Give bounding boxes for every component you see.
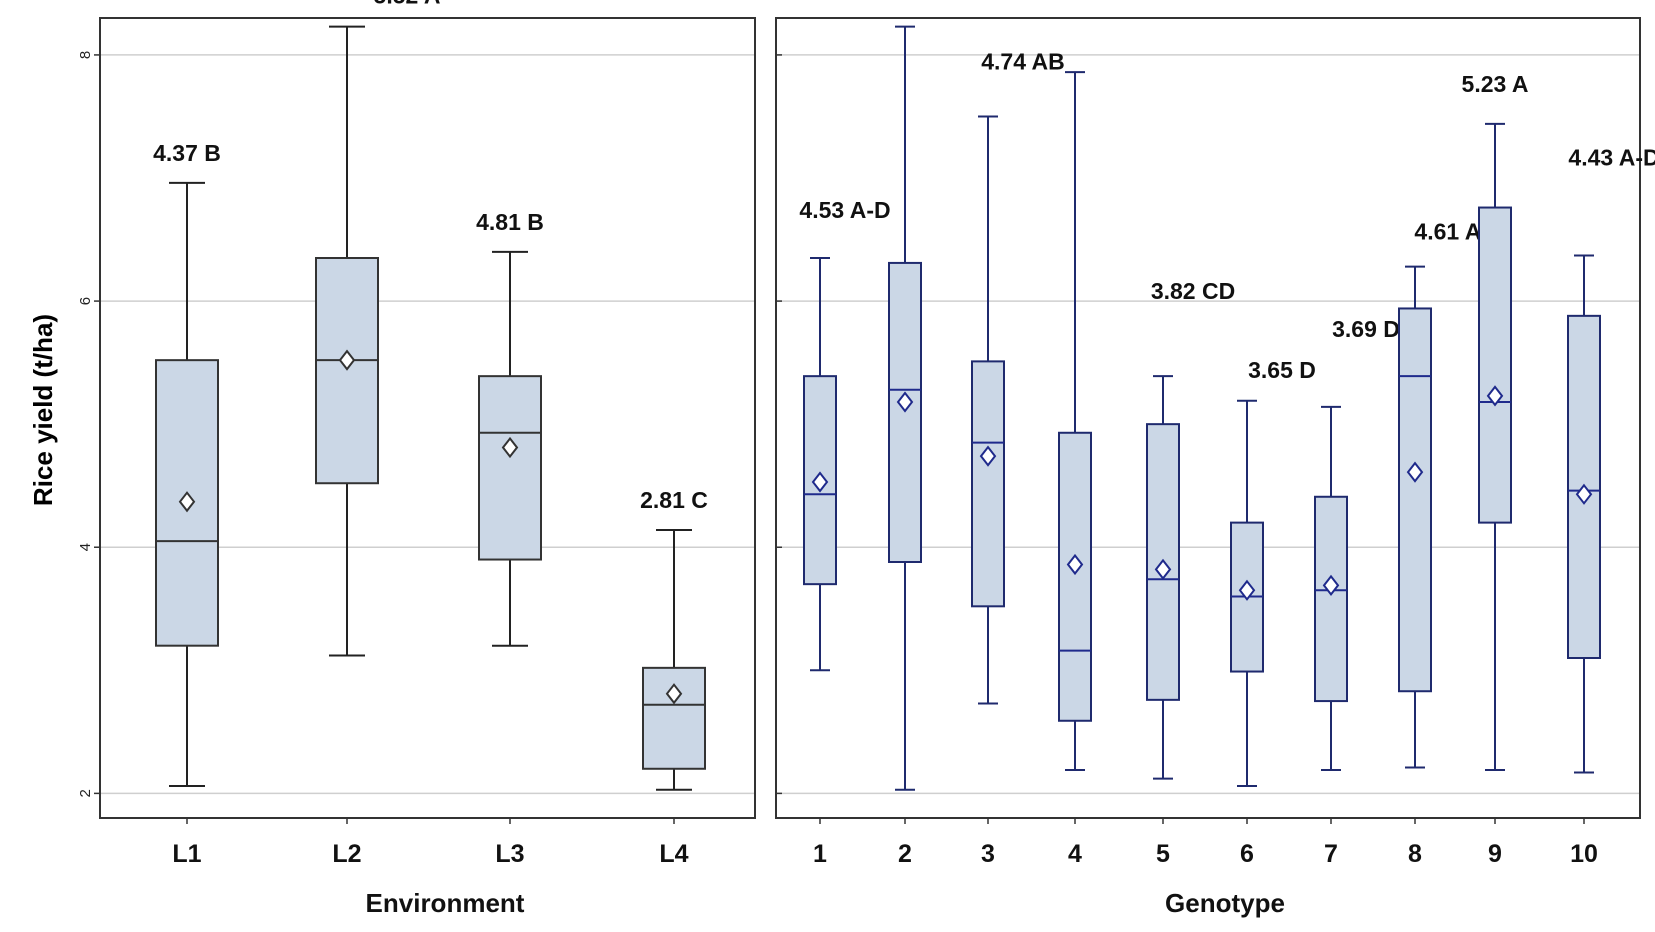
category-label: L3 xyxy=(495,840,524,868)
category-label: 10 xyxy=(1570,840,1598,868)
mean-marker xyxy=(1322,574,1340,597)
mean-annotation: 3.82 CD xyxy=(1151,278,1235,304)
mean-marker xyxy=(178,491,196,513)
box-7: 7 3.69 D xyxy=(1314,316,1400,868)
box-4: 43.86 B-D xyxy=(1058,71,1092,868)
mean-annotation: 2.81 C xyxy=(640,487,708,513)
category-label: L1 xyxy=(172,840,201,868)
y-axis-title: Rice yield (t/ha) xyxy=(28,314,58,506)
box-L1: L1 4.37 B xyxy=(153,140,221,868)
environment-panel: 2 4 6 8 L1 4.37 B L2 5.52 A L3 4.81 B L4 2.81 C xyxy=(77,0,756,868)
category-label: 2 xyxy=(898,840,912,868)
mean-annotation: 5.52 A xyxy=(374,0,441,9)
x-axis-title-environment: Environment xyxy=(366,888,525,918)
mean-annotation: 4.37 B xyxy=(153,140,221,166)
mean-annotation: 5.18 A xyxy=(892,0,959,5)
category-label: L4 xyxy=(659,840,688,868)
box-L3: L3 4.81 B xyxy=(476,209,544,868)
mean-annotation: 4.74 AB xyxy=(981,48,1065,74)
category-label: 6 xyxy=(1240,840,1254,868)
box-9: 9 5.23 A xyxy=(1462,71,1529,868)
mean-marker xyxy=(1066,553,1084,576)
box-3: 3 4.74 AB xyxy=(971,48,1065,868)
box-10: 10 4.43 A-D xyxy=(1567,145,1655,868)
mean-annotation: 4.81 B xyxy=(476,209,544,235)
mean-marker xyxy=(1486,385,1504,407)
iqr-box xyxy=(642,666,706,770)
y-tick-label: 8 xyxy=(77,51,94,59)
iqr-box xyxy=(1398,307,1432,693)
iqr-box xyxy=(478,375,542,561)
mean-marker xyxy=(501,436,519,459)
mean-annotation: 3.65 D xyxy=(1248,357,1316,383)
category-label: 4 xyxy=(1068,840,1082,868)
iqr-box xyxy=(1058,431,1092,722)
mean-annotation: 3.69 D xyxy=(1332,316,1400,342)
box-L2: L2 5.52 A xyxy=(315,0,441,868)
box-5: 5 3.82 CD xyxy=(1146,278,1235,868)
mean-marker xyxy=(338,349,356,371)
category-label: 5 xyxy=(1156,840,1170,868)
y-tick-label: 6 xyxy=(77,297,94,305)
y-tick-label: 4 xyxy=(77,543,94,551)
mean-annotation: 5.23 A xyxy=(1462,71,1529,97)
x-axis-title-genotype: Genotype xyxy=(1165,888,1285,918)
iqr-box xyxy=(1314,495,1348,703)
category-label: 1 xyxy=(813,840,827,868)
mean-marker xyxy=(1406,461,1424,483)
box-6: 6 3.65 D xyxy=(1230,357,1316,868)
box-L4: L4 2.81 C xyxy=(640,487,708,868)
mean-marker xyxy=(1575,483,1593,505)
mean-marker xyxy=(1154,558,1172,581)
category-label: L2 xyxy=(332,840,361,868)
iqr-box xyxy=(971,360,1005,608)
mean-marker xyxy=(896,391,914,413)
mean-marker xyxy=(979,445,997,467)
category-label: 7 xyxy=(1324,840,1338,868)
iqr-box xyxy=(1478,206,1512,524)
category-label: 8 xyxy=(1408,840,1422,868)
mean-annotation: 4.43 A-D xyxy=(1568,145,1655,171)
y-tick-label: 2 xyxy=(77,789,94,797)
category-label: 9 xyxy=(1488,840,1502,868)
mean-marker xyxy=(1238,579,1256,601)
box-1: 1 4.53 A-D xyxy=(799,197,890,868)
plot-frame xyxy=(99,17,756,819)
genotype-panel: 1 4.53 A-D 2 5.18 A 3 4.74 AB43.86 B-D 5 3.82 C… xyxy=(775,0,1655,868)
plot-frame xyxy=(775,17,1641,819)
box-8: 84.61 A-C xyxy=(1398,219,1506,868)
mean-marker xyxy=(811,471,829,493)
mean-annotation: 4.53 A-D xyxy=(799,197,890,223)
box-2: 2 5.18 A xyxy=(888,0,959,868)
category-label: 3 xyxy=(981,840,995,868)
mean-marker xyxy=(665,683,683,705)
